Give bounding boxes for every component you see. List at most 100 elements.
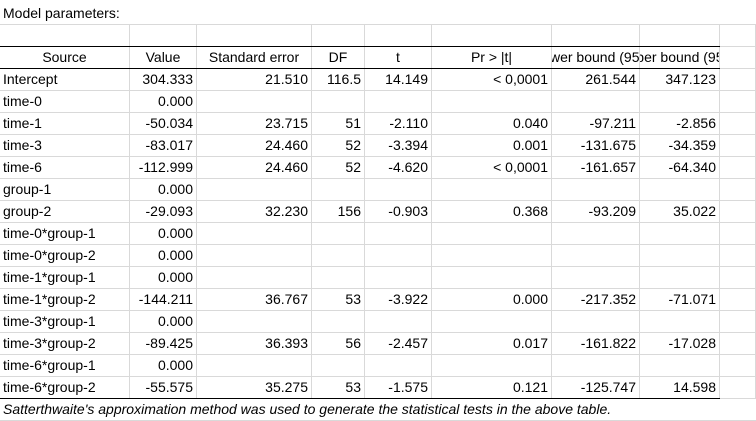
value-cell: 0.000 bbox=[130, 311, 197, 333]
row-label: Intercept bbox=[0, 69, 130, 91]
header-cell: Lower bound (95%) bbox=[552, 47, 640, 69]
value-cell bbox=[432, 179, 552, 201]
value-cell bbox=[432, 267, 552, 289]
value-cell bbox=[552, 223, 640, 245]
value-cell bbox=[432, 245, 552, 267]
value-cell bbox=[552, 179, 640, 201]
row-label: time-3*group-1 bbox=[0, 311, 130, 333]
value-cell bbox=[640, 179, 720, 201]
value-cell: 0.040 bbox=[432, 113, 552, 135]
value-cell bbox=[197, 311, 312, 333]
value-cell bbox=[552, 245, 640, 267]
value-cell: 156 bbox=[312, 201, 365, 223]
cell bbox=[720, 91, 756, 113]
cell bbox=[720, 399, 756, 421]
cell bbox=[720, 25, 756, 47]
cell bbox=[312, 25, 365, 47]
value-cell: 0.000 bbox=[130, 245, 197, 267]
cell bbox=[720, 179, 756, 201]
value-cell: -29.093 bbox=[130, 201, 197, 223]
value-cell: < 0,0001 bbox=[432, 157, 552, 179]
cell bbox=[365, 3, 432, 25]
header-cell: Value bbox=[130, 47, 197, 69]
value-cell: 53 bbox=[312, 289, 365, 311]
value-cell: 51 bbox=[312, 113, 365, 135]
value-cell: -89.425 bbox=[130, 333, 197, 355]
row-label: time-6*group-2 bbox=[0, 377, 130, 399]
value-cell bbox=[640, 91, 720, 113]
value-cell: 53 bbox=[312, 377, 365, 399]
value-cell bbox=[312, 223, 365, 245]
value-cell: 261.544 bbox=[552, 69, 640, 91]
row-label: group-2 bbox=[0, 201, 130, 223]
header-cell: DF bbox=[312, 47, 365, 69]
cell bbox=[720, 201, 756, 223]
row-label: time-0*group-2 bbox=[0, 245, 130, 267]
value-cell: -4.620 bbox=[365, 157, 432, 179]
cell bbox=[432, 3, 552, 25]
header-cell: Pr > |t| bbox=[432, 47, 552, 69]
value-cell: -125.747 bbox=[552, 377, 640, 399]
value-cell: 0.121 bbox=[432, 377, 552, 399]
cell bbox=[197, 3, 312, 25]
value-cell bbox=[365, 267, 432, 289]
value-cell: 52 bbox=[312, 135, 365, 157]
value-cell: 0.368 bbox=[432, 201, 552, 223]
cell bbox=[640, 3, 720, 25]
value-cell bbox=[365, 311, 432, 333]
value-cell: -50.034 bbox=[130, 113, 197, 135]
value-cell: 0.001 bbox=[432, 135, 552, 157]
value-cell: -217.352 bbox=[552, 289, 640, 311]
row-label: group-1 bbox=[0, 179, 130, 201]
value-cell bbox=[197, 355, 312, 377]
row-label: time-1*group-2 bbox=[0, 289, 130, 311]
value-cell bbox=[312, 245, 365, 267]
value-cell: -55.575 bbox=[130, 377, 197, 399]
value-cell bbox=[197, 91, 312, 113]
value-cell bbox=[197, 179, 312, 201]
value-cell: 24.460 bbox=[197, 157, 312, 179]
value-cell: 32.230 bbox=[197, 201, 312, 223]
cell bbox=[0, 3, 130, 25]
cell bbox=[365, 25, 432, 47]
value-cell bbox=[365, 91, 432, 113]
value-cell bbox=[365, 179, 432, 201]
value-cell: 347.123 bbox=[640, 69, 720, 91]
cell bbox=[552, 25, 640, 47]
value-cell bbox=[365, 245, 432, 267]
header-cell: Standard error bbox=[197, 47, 312, 69]
value-cell bbox=[197, 267, 312, 289]
cell bbox=[640, 25, 720, 47]
value-cell bbox=[365, 223, 432, 245]
table-rule bbox=[0, 68, 720, 69]
value-cell: 56 bbox=[312, 333, 365, 355]
value-cell: -161.657 bbox=[552, 157, 640, 179]
header-cell: Upper bound (95%) bbox=[640, 47, 720, 69]
value-cell: 0.000 bbox=[130, 223, 197, 245]
value-cell: -93.209 bbox=[552, 201, 640, 223]
value-cell: -83.017 bbox=[130, 135, 197, 157]
footnote: Satterthwaite's approximation method was… bbox=[3, 401, 612, 417]
value-cell: 24.460 bbox=[197, 135, 312, 157]
value-cell: 14.149 bbox=[365, 69, 432, 91]
value-cell: -97.211 bbox=[552, 113, 640, 135]
row-label: time-6*group-1 bbox=[0, 355, 130, 377]
cell bbox=[0, 25, 130, 47]
value-cell: 0.000 bbox=[130, 179, 197, 201]
value-cell bbox=[312, 311, 365, 333]
value-cell bbox=[312, 267, 365, 289]
value-cell bbox=[640, 355, 720, 377]
cell bbox=[720, 311, 756, 333]
value-cell: 0.017 bbox=[432, 333, 552, 355]
value-cell bbox=[552, 91, 640, 113]
value-cell bbox=[640, 267, 720, 289]
row-label: time-0*group-1 bbox=[0, 223, 130, 245]
value-cell bbox=[552, 355, 640, 377]
value-cell: < 0,0001 bbox=[432, 69, 552, 91]
cell bbox=[720, 245, 756, 267]
value-cell: 36.393 bbox=[197, 333, 312, 355]
cell bbox=[130, 3, 197, 25]
value-cell: 35.022 bbox=[640, 201, 720, 223]
value-cell: 35.275 bbox=[197, 377, 312, 399]
